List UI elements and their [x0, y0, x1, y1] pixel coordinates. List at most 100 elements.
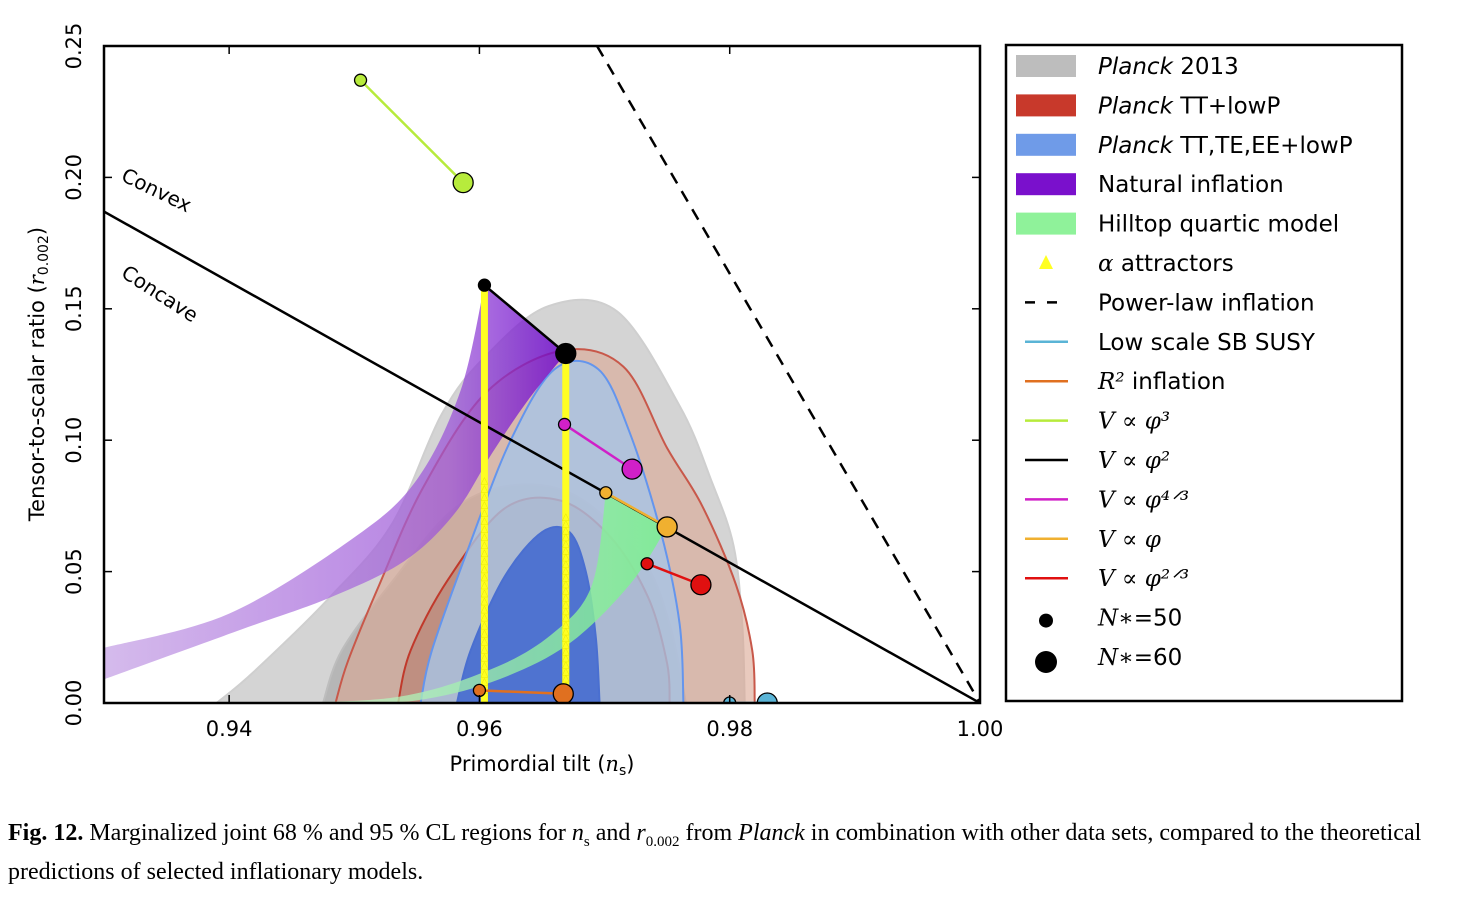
alpha-attractor-marker [480, 557, 489, 566]
alpha-attractor-marker [480, 629, 489, 638]
alpha-attractor-marker [480, 597, 489, 606]
legend-patch [1016, 212, 1076, 235]
series-point [557, 417, 572, 432]
alpha-attractor-marker [480, 661, 489, 670]
series-point [640, 557, 654, 571]
legend-patch [1016, 94, 1076, 117]
series-line [479, 689, 564, 696]
series-point [472, 683, 487, 698]
alpha-attractor-marker [480, 605, 489, 614]
legend-label: Planck 2013 [1098, 54, 1239, 80]
series-point [621, 458, 643, 480]
legend-patch [1016, 133, 1076, 156]
convex-concave-boundary-line [104, 210, 980, 703]
y-tick-label: 0.05 [62, 548, 86, 595]
caption-planck: Planck [738, 820, 805, 846]
alpha-attractor-marker [480, 565, 489, 574]
y-tick-label: 0.10 [62, 417, 86, 464]
series-point [477, 278, 492, 292]
y-axis-label: Tensor-to-scalar ratio (r0.002) [25, 227, 52, 522]
alpha-attractor-marker [480, 637, 489, 646]
caption-r: r [636, 820, 646, 846]
alpha-attractor-marker [561, 634, 570, 642]
alpha-attractor-marker [480, 485, 489, 493]
alpha-attractor-marker [561, 647, 570, 656]
figure: 0.94 0.96 0.98 1.00 0.00 0.05 0.10 0.15 0.20 0.25… [25, 23, 1404, 779]
alpha-attractor-marker [561, 587, 570, 595]
x-tick-label: 0.94 [206, 717, 253, 741]
y-tick-label: 0.25 [62, 23, 86, 70]
legend-patch [1016, 173, 1076, 196]
legend-label: V ∝ φ [1098, 527, 1162, 553]
alpha-attractor-marker [561, 519, 570, 528]
alpha-attractor-marker [561, 533, 570, 542]
alpha-attractor-marker [480, 589, 489, 598]
alpha-attractor-marker [480, 677, 489, 686]
series-point [555, 342, 577, 365]
alpha-attractor-marker [480, 525, 489, 534]
alpha-attractor-marker [561, 593, 570, 602]
legend-label: V ∝ φ²ᐟ³ [1098, 566, 1189, 592]
series-point [656, 516, 678, 538]
alpha-attractor-marker [480, 476, 489, 485]
alpha-attractor-marker [480, 541, 489, 550]
alpha-attractor-marker [480, 621, 489, 630]
alpha-attractor-marker [561, 513, 570, 522]
figure-caption: Fig. 12. Marginalized joint 68 % and 95 … [8, 818, 1456, 887]
series-point [353, 73, 368, 87]
annotation-convex: Convex [118, 163, 196, 217]
alpha-attractor-marker [561, 580, 570, 589]
alpha-attractor-marker [561, 566, 570, 575]
alpha-attractor-marker [561, 674, 570, 683]
alpha-attractor-marker [480, 669, 489, 678]
legend-dot [1035, 651, 1057, 673]
alpha-attractor-marker [561, 560, 570, 569]
alpha-attractor-marker [561, 627, 570, 636]
legend-label: Natural inflation [1098, 172, 1284, 198]
legend-dot [1039, 613, 1053, 628]
alpha-attractor-marker [480, 517, 489, 525]
caption-text-3: from [679, 820, 739, 846]
series-point [552, 683, 574, 703]
caption-ns-sub: s [583, 833, 590, 850]
alpha-attractor-marker [480, 509, 489, 517]
legend-label: Hilltop quartic model [1098, 212, 1339, 238]
legend-label: V ∝ φ² [1098, 448, 1170, 474]
y-tick-label: 0.00 [62, 680, 86, 727]
legend-patch [1016, 55, 1076, 77]
y-tick-label: 0.15 [62, 285, 86, 332]
legend-label: Power-law inflation [1098, 290, 1315, 316]
legend-label: R² inflation [1097, 369, 1225, 395]
caption-text-4: in combination with other data sets, com… [8, 820, 1422, 885]
alpha-attractor-marker [561, 546, 570, 555]
alpha-attractor-marker [561, 553, 570, 562]
caption-text-1: Marginalized joint 68 % and 95 % CL regi… [83, 820, 572, 846]
series-point [756, 692, 778, 703]
alpha-attractor-marker [561, 661, 570, 669]
alpha-attractor-marker [480, 493, 489, 501]
x-tick-label: 1.00 [957, 717, 1004, 741]
series-line [605, 491, 668, 529]
legend-triangle [1039, 255, 1053, 269]
series-point [599, 486, 613, 500]
alpha-attractor-marker [480, 549, 489, 558]
legend-label: Planck TT,TE,EE+lowP [1098, 133, 1353, 159]
alpha-attractor-marker [480, 501, 489, 509]
alpha-attractor-marker [561, 654, 570, 663]
alpha-attractor-marker [480, 653, 489, 662]
alpha-attractor-marker [480, 645, 489, 654]
alpha-attractor-marker [480, 533, 489, 542]
x-tick-label: 0.96 [456, 717, 503, 741]
series-point [452, 172, 474, 194]
alpha-attractor-marker [561, 607, 570, 616]
alpha-attractor-marker [561, 640, 570, 649]
y-tick-label: 0.20 [62, 154, 86, 201]
plot-area [104, 46, 980, 703]
power-law-inflation-line [595, 46, 980, 703]
alpha-attractor-marker [561, 667, 570, 676]
legend-label: N∗=50 [1097, 606, 1182, 632]
legend-label: Planck TT+lowP [1098, 93, 1280, 119]
alpha-attractor-marker [480, 581, 489, 590]
legend-label: α attractors [1098, 251, 1234, 277]
legend: Planck 2013 Planck TT+lowP Planck TT,TE,EE… [1016, 54, 1353, 673]
